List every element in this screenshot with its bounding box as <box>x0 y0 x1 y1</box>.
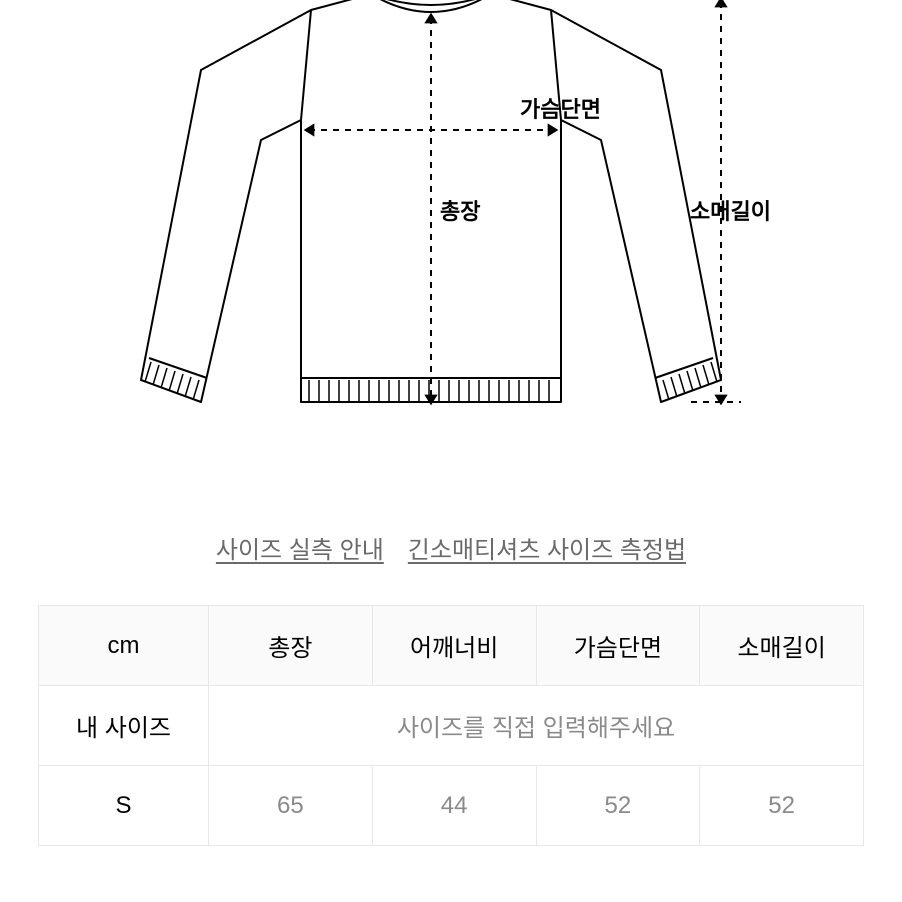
table-header-row: cm 총장 어깨너비 가슴단면 소매길이 <box>39 606 864 686</box>
size-value: 44 <box>372 766 536 846</box>
mysize-row[interactable]: 내 사이즈 사이즈를 직접 입력해주세요 <box>39 686 864 766</box>
mysize-label: 내 사이즈 <box>39 686 209 766</box>
size-value: 52 <box>700 766 864 846</box>
mysize-placeholder[interactable]: 사이즈를 직접 입력해주세요 <box>209 686 864 766</box>
table-row: S 65 44 52 52 <box>39 766 864 846</box>
diagram-label-sleeve: 소매길이 <box>690 194 771 226</box>
col-header: 가슴단면 <box>536 606 700 686</box>
unit-header: cm <box>39 606 209 686</box>
size-table: cm 총장 어깨너비 가슴단면 소매길이 내 사이즈 사이즈를 직접 입력해주세… <box>38 605 864 846</box>
col-header: 총장 <box>209 606 373 686</box>
size-value: 65 <box>209 766 373 846</box>
longsleeve-measure-link[interactable]: 긴소매티셔츠 사이즈 측정법 <box>408 530 686 565</box>
size-label: S <box>39 766 209 846</box>
diagram-label-length: 총장 <box>440 194 480 226</box>
help-links: 사이즈 실측 안내 긴소매티셔츠 사이즈 측정법 <box>0 530 902 565</box>
col-header: 어깨너비 <box>372 606 536 686</box>
size-measure-guide-link[interactable]: 사이즈 실측 안내 <box>216 530 384 565</box>
garment-diagram: 가슴단면 총장 소매길이 <box>0 0 902 470</box>
diagram-label-chest: 가슴단면 <box>520 92 601 124</box>
size-value: 52 <box>536 766 700 846</box>
col-header: 소매길이 <box>700 606 864 686</box>
